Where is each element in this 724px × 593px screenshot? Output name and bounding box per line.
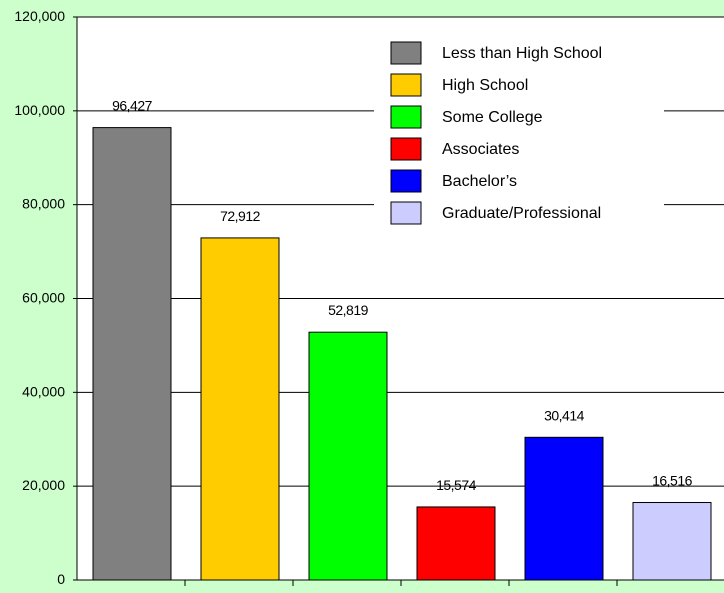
bar-value-label: 30,414 xyxy=(544,407,585,423)
legend-label: Associates xyxy=(442,141,519,158)
axes: 0 20,000 40,000 60,000 80,000 100,000 120,000 xyxy=(14,8,724,587)
bars: 96,427 72,912 52,819 15,574 30,414 16,516 xyxy=(92,98,712,581)
legend-label: High School xyxy=(442,77,528,94)
bar-value-label: 96,427 xyxy=(112,98,153,114)
bar xyxy=(308,331,388,581)
y-tick-label: 120,000 xyxy=(14,8,65,24)
bar xyxy=(524,436,604,581)
legend-label: Less than High School xyxy=(442,45,602,62)
legend-swatch xyxy=(390,169,422,193)
bar-value-label: 15,574 xyxy=(436,477,477,493)
y-tick-label: 80,000 xyxy=(22,196,65,212)
legend: Less than High School High School Some Col… xyxy=(374,30,664,236)
bar xyxy=(92,127,172,581)
legend-swatch xyxy=(390,137,422,161)
legend-swatch xyxy=(390,73,422,97)
bar xyxy=(416,506,496,581)
bar-value-label: 52,819 xyxy=(328,302,369,318)
y-tick-label: 0 xyxy=(57,571,65,587)
y-tick-label: 100,000 xyxy=(14,102,65,118)
bar-value-label: 72,912 xyxy=(220,208,261,224)
legend-swatch xyxy=(390,201,422,225)
legend-box xyxy=(374,30,664,236)
y-tick-label: 40,000 xyxy=(22,383,65,399)
y-tick-label: 60,000 xyxy=(22,290,65,306)
bar xyxy=(200,237,280,581)
legend-label: Some College xyxy=(442,109,543,126)
legend-swatch xyxy=(390,41,422,65)
legend-label: Bachelor’s xyxy=(442,173,517,190)
bar xyxy=(632,502,712,581)
legend-swatch xyxy=(390,105,422,129)
bar-value-label: 16,516 xyxy=(652,473,693,489)
legend-label: Graduate/Professional xyxy=(442,205,601,222)
y-tick-label: 20,000 xyxy=(22,477,65,493)
